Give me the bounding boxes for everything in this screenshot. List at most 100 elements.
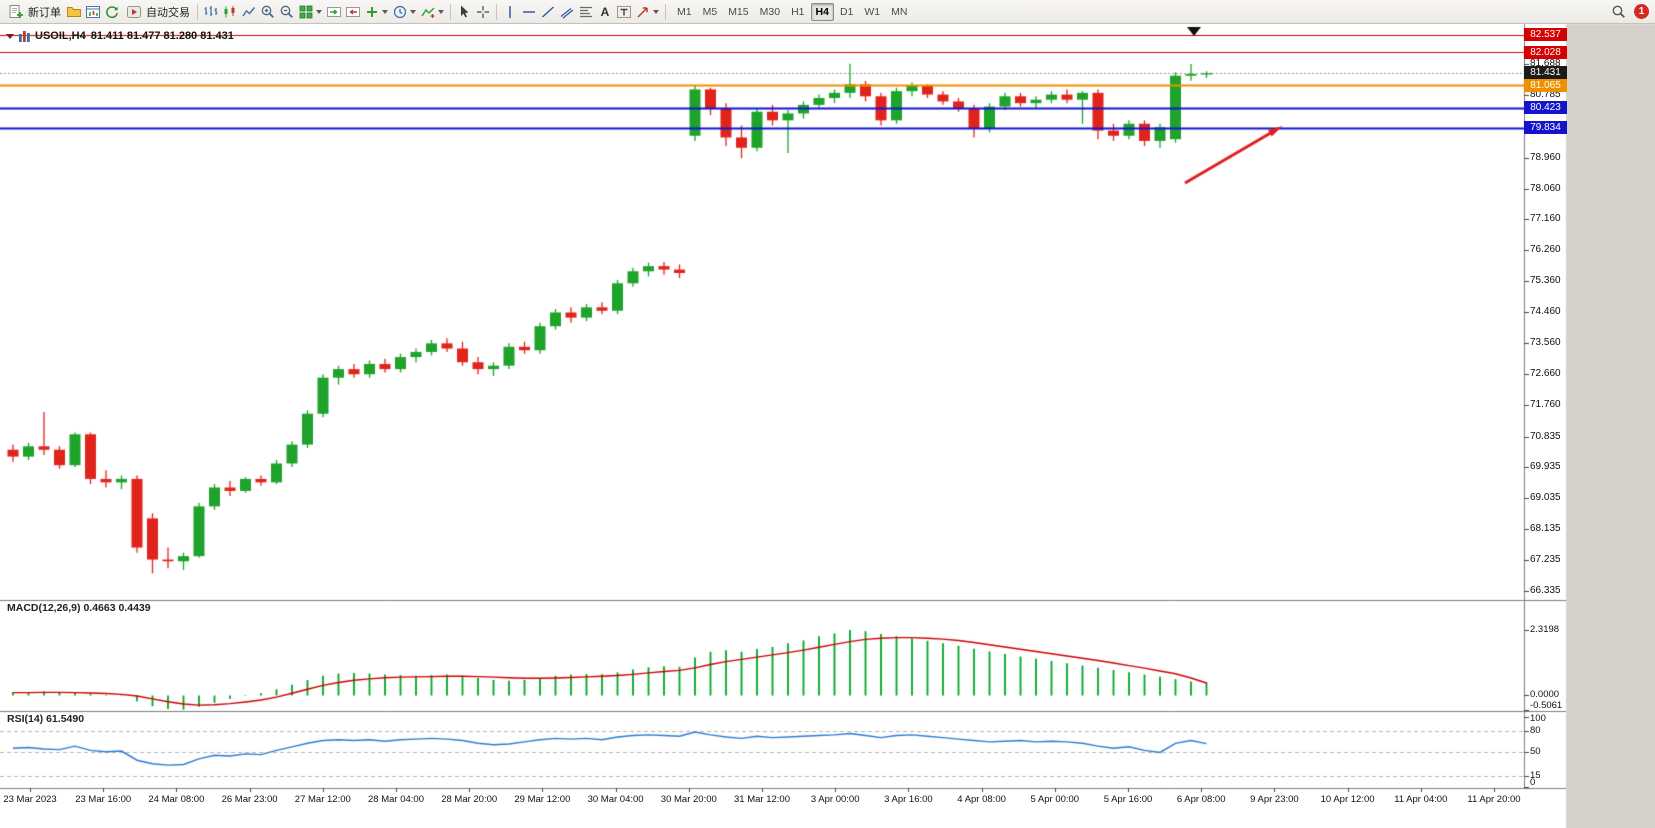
timeframe-button-H4[interactable]: H4 — [810, 2, 834, 21]
toolbar-separator — [496, 3, 497, 20]
time-axis-label: 24 Mar 08:00 — [148, 794, 205, 805]
price-line-label[interactable]: 80.423 — [1524, 101, 1567, 114]
symbol-icon — [19, 30, 30, 42]
profiles-icon[interactable] — [65, 3, 83, 21]
search-icon[interactable] — [1610, 3, 1628, 21]
price-axis-tick: 69.035 — [1530, 492, 1561, 504]
toolbar-separator — [197, 3, 198, 20]
price-axis-tick: 76.260 — [1530, 244, 1561, 256]
timeframe-button-M15[interactable]: M15 — [728, 5, 749, 18]
time-axis-label: 30 Mar 04:00 — [587, 794, 644, 805]
current-price-label: 81.431 — [1524, 66, 1567, 80]
price-line-label[interactable]: 81.065 — [1524, 78, 1567, 92]
price-line-label[interactable]: 82.537 — [1524, 28, 1567, 42]
price-axis-tick: 80.785 — [1530, 89, 1561, 101]
auto-trading-icon — [125, 3, 143, 21]
price-axis-tick: 67.235 — [1530, 554, 1561, 566]
time-axis-label: 30 Mar 20:00 — [660, 794, 717, 805]
time-axis-label: 5 Apr 16:00 — [1103, 794, 1153, 805]
rsi-label: RSI(14) 61.5490 — [7, 713, 85, 725]
bar-chart-icon[interactable] — [202, 3, 220, 21]
time-axis-label: 11 Apr 20:00 — [1467, 794, 1521, 805]
horizontal-line-tool-icon[interactable] — [520, 3, 538, 21]
chart-header: USOIL,H4 81.411 81.477 81.280 81.431 — [6, 30, 234, 42]
zoom-out-icon[interactable] — [278, 3, 296, 21]
period-clock-icon[interactable] — [391, 3, 409, 21]
indicators-caret-icon[interactable] — [438, 9, 444, 14]
arrow-shapes-tool-icon[interactable] — [634, 3, 652, 21]
rsi-axis-label: 15 — [1530, 770, 1541, 782]
timeframe-button-D1[interactable]: D1 — [839, 5, 854, 18]
main-toolbar: 新订单 自动交易 — [0, 0, 1655, 24]
macd-label: MACD(12,26,9) 0.4663 0.4439 — [7, 602, 151, 614]
time-axis-label: 9 Apr 23:00 — [1250, 794, 1299, 805]
timeframe-button-M5[interactable]: M5 — [702, 5, 718, 18]
trendline-tool-icon[interactable] — [539, 3, 557, 21]
notification-badge[interactable]: 1 — [1634, 4, 1649, 19]
new-order-label: 新订单 — [28, 6, 61, 19]
price-axis-tick: 72.660 — [1530, 367, 1561, 379]
toolbar-separator — [665, 3, 666, 20]
timeframe-button-MN[interactable]: MN — [891, 5, 908, 18]
price-line-label[interactable]: 79.834 — [1524, 121, 1567, 135]
rsi-axis-label: 80 — [1530, 724, 1541, 736]
vertical-line-tool-icon[interactable] — [501, 3, 519, 21]
crosshair-icon[interactable] — [474, 3, 492, 21]
rsi-axis-label: 0 — [1530, 777, 1536, 788]
text-tool-icon[interactable]: A — [596, 3, 614, 21]
text-tool-label: A — [600, 4, 610, 19]
fibonacci-tool-icon[interactable] — [577, 3, 595, 21]
price-axis-tick: 66.335 — [1530, 584, 1561, 596]
channel-tool-icon[interactable] — [558, 3, 576, 21]
time-axis-label: 3 Apr 16:00 — [884, 794, 933, 805]
time-axis-label: 23 Mar 16:00 — [75, 794, 132, 805]
add-chart-caret-icon[interactable] — [382, 9, 388, 14]
indicators-icon[interactable] — [419, 3, 437, 21]
new-chart-window-icon[interactable] — [84, 3, 102, 21]
candlestick-chart-icon[interactable] — [221, 3, 239, 21]
time-axis-label: 10 Apr 12:00 — [1320, 794, 1375, 805]
time-axis-label: 4 Apr 08:00 — [957, 794, 1006, 805]
time-axis-label: 26 Mar 23:00 — [221, 794, 278, 805]
auto-scroll-icon[interactable] — [325, 3, 343, 21]
timeframe-button-M30[interactable]: M30 — [759, 5, 781, 18]
refresh-icon[interactable] — [103, 3, 121, 21]
chart-menu-icon[interactable] — [6, 33, 14, 39]
tile-windows-icon[interactable] — [297, 3, 315, 21]
timeframe-button-M1[interactable]: M1 — [677, 5, 692, 18]
macd-axis-label: 2.3198 — [1530, 624, 1560, 636]
price-axis-tick: 70.835 — [1530, 430, 1561, 442]
timeframe-group: M1 M5 M15 M30 H1 H4 D1 W1 MN — [672, 2, 912, 21]
line-chart-icon[interactable] — [240, 3, 258, 21]
add-chart-icon[interactable] — [363, 3, 381, 21]
time-axis-label: 11 Apr 04:00 — [1394, 794, 1448, 805]
price-axis-tick: 71.760 — [1530, 398, 1561, 410]
timeframe-button-H1[interactable]: H1 — [791, 5, 805, 18]
time-axis-label: 27 Mar 12:00 — [294, 794, 351, 805]
price-axis-tick: 74.460 — [1530, 306, 1561, 318]
toolbar-right-group: 1 — [1610, 3, 1651, 21]
price-axis-tick: 73.560 — [1530, 337, 1561, 349]
price-axis-tick: 69.935 — [1530, 461, 1561, 473]
period-caret-icon[interactable] — [410, 9, 416, 14]
shapes-caret-icon[interactable] — [653, 9, 659, 14]
time-axis-label: 23 Mar 2023 — [3, 794, 57, 805]
text-label-tool-icon[interactable] — [615, 3, 633, 21]
zoom-in-icon[interactable] — [259, 3, 277, 21]
rsi-axis-label: 50 — [1530, 745, 1541, 757]
auto-trading-button[interactable]: 自动交易 — [122, 2, 193, 22]
rsi-axis-label: 100 — [1530, 713, 1546, 724]
time-axis-label: 5 Apr 00:00 — [1030, 794, 1080, 805]
new-order-button[interactable]: 新订单 — [4, 2, 64, 22]
chart-shift-icon[interactable] — [344, 3, 362, 21]
price-line-label[interactable]: 82.028 — [1524, 45, 1567, 59]
tile-windows-caret-icon[interactable] — [316, 9, 322, 14]
timeframe-button-W1[interactable]: W1 — [864, 5, 881, 18]
cursor-icon[interactable] — [455, 3, 473, 21]
macd-axis-label: -0.5061 — [1530, 700, 1563, 711]
time-axis-label: 28 Mar 20:00 — [441, 794, 498, 805]
price-axis-tick: 77.160 — [1530, 213, 1561, 225]
price-axis-tick: 81.688 — [1530, 58, 1561, 70]
